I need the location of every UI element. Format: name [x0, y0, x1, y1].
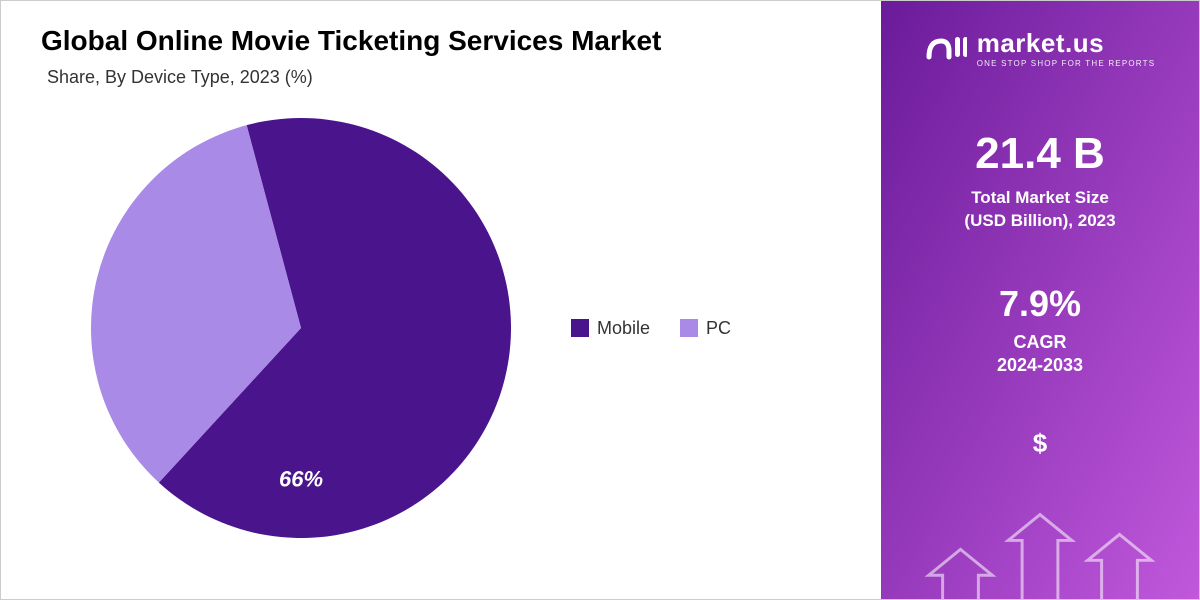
- legend-item-mobile: Mobile: [571, 318, 650, 339]
- pie-svg: 66%: [81, 108, 521, 548]
- brand-text: market.us ONE STOP SHOP FOR THE REPORTS: [977, 28, 1156, 68]
- stat-market-size-value: 21.4 B: [899, 129, 1181, 179]
- stat-cagr-label: CAGR 2024-2033: [899, 331, 1181, 378]
- stat-market-size-label-line2: (USD Billion), 2023: [964, 211, 1115, 230]
- brand-name: market.us: [977, 28, 1156, 59]
- chart-subtitle: Share, By Device Type, 2023 (%): [47, 67, 861, 88]
- chart-panel: Global Online Movie Ticketing Services M…: [1, 1, 881, 599]
- up-arrow-icon: [929, 549, 993, 599]
- legend-item-pc: PC: [680, 318, 731, 339]
- brand-tagline: ONE STOP SHOP FOR THE REPORTS: [977, 59, 1156, 68]
- stat-cagr-label-line1: CAGR: [1014, 332, 1067, 352]
- legend-swatch: [571, 319, 589, 337]
- brand-logo-icon: [925, 27, 967, 69]
- chart-title: Global Online Movie Ticketing Services M…: [41, 25, 861, 57]
- legend-label: Mobile: [597, 318, 650, 339]
- stat-cagr-value: 7.9%: [899, 283, 1181, 325]
- currency-symbol: $: [899, 428, 1181, 459]
- pie-chart: 66%: [41, 108, 561, 548]
- up-arrow-icon: [1088, 534, 1152, 599]
- stat-cagr-label-line2: 2024-2033: [997, 355, 1083, 375]
- pie-data-label: 66%: [279, 466, 323, 491]
- stat-market-size-label-line1: Total Market Size: [971, 188, 1109, 207]
- stat-market-size-label: Total Market Size (USD Billion), 2023: [899, 187, 1181, 233]
- stats-panel: market.us ONE STOP SHOP FOR THE REPORTS …: [881, 1, 1199, 599]
- arrows-graphic: [881, 489, 1199, 599]
- brand: market.us ONE STOP SHOP FOR THE REPORTS: [899, 27, 1181, 69]
- legend: Mobile PC: [561, 318, 861, 339]
- legend-swatch: [680, 319, 698, 337]
- legend-label: PC: [706, 318, 731, 339]
- chart-body: 66% Mobile PC: [41, 98, 861, 558]
- stats-content: market.us ONE STOP SHOP FOR THE REPORTS …: [899, 27, 1181, 459]
- infographic: Global Online Movie Ticketing Services M…: [0, 0, 1200, 600]
- up-arrow-icon: [1008, 515, 1072, 599]
